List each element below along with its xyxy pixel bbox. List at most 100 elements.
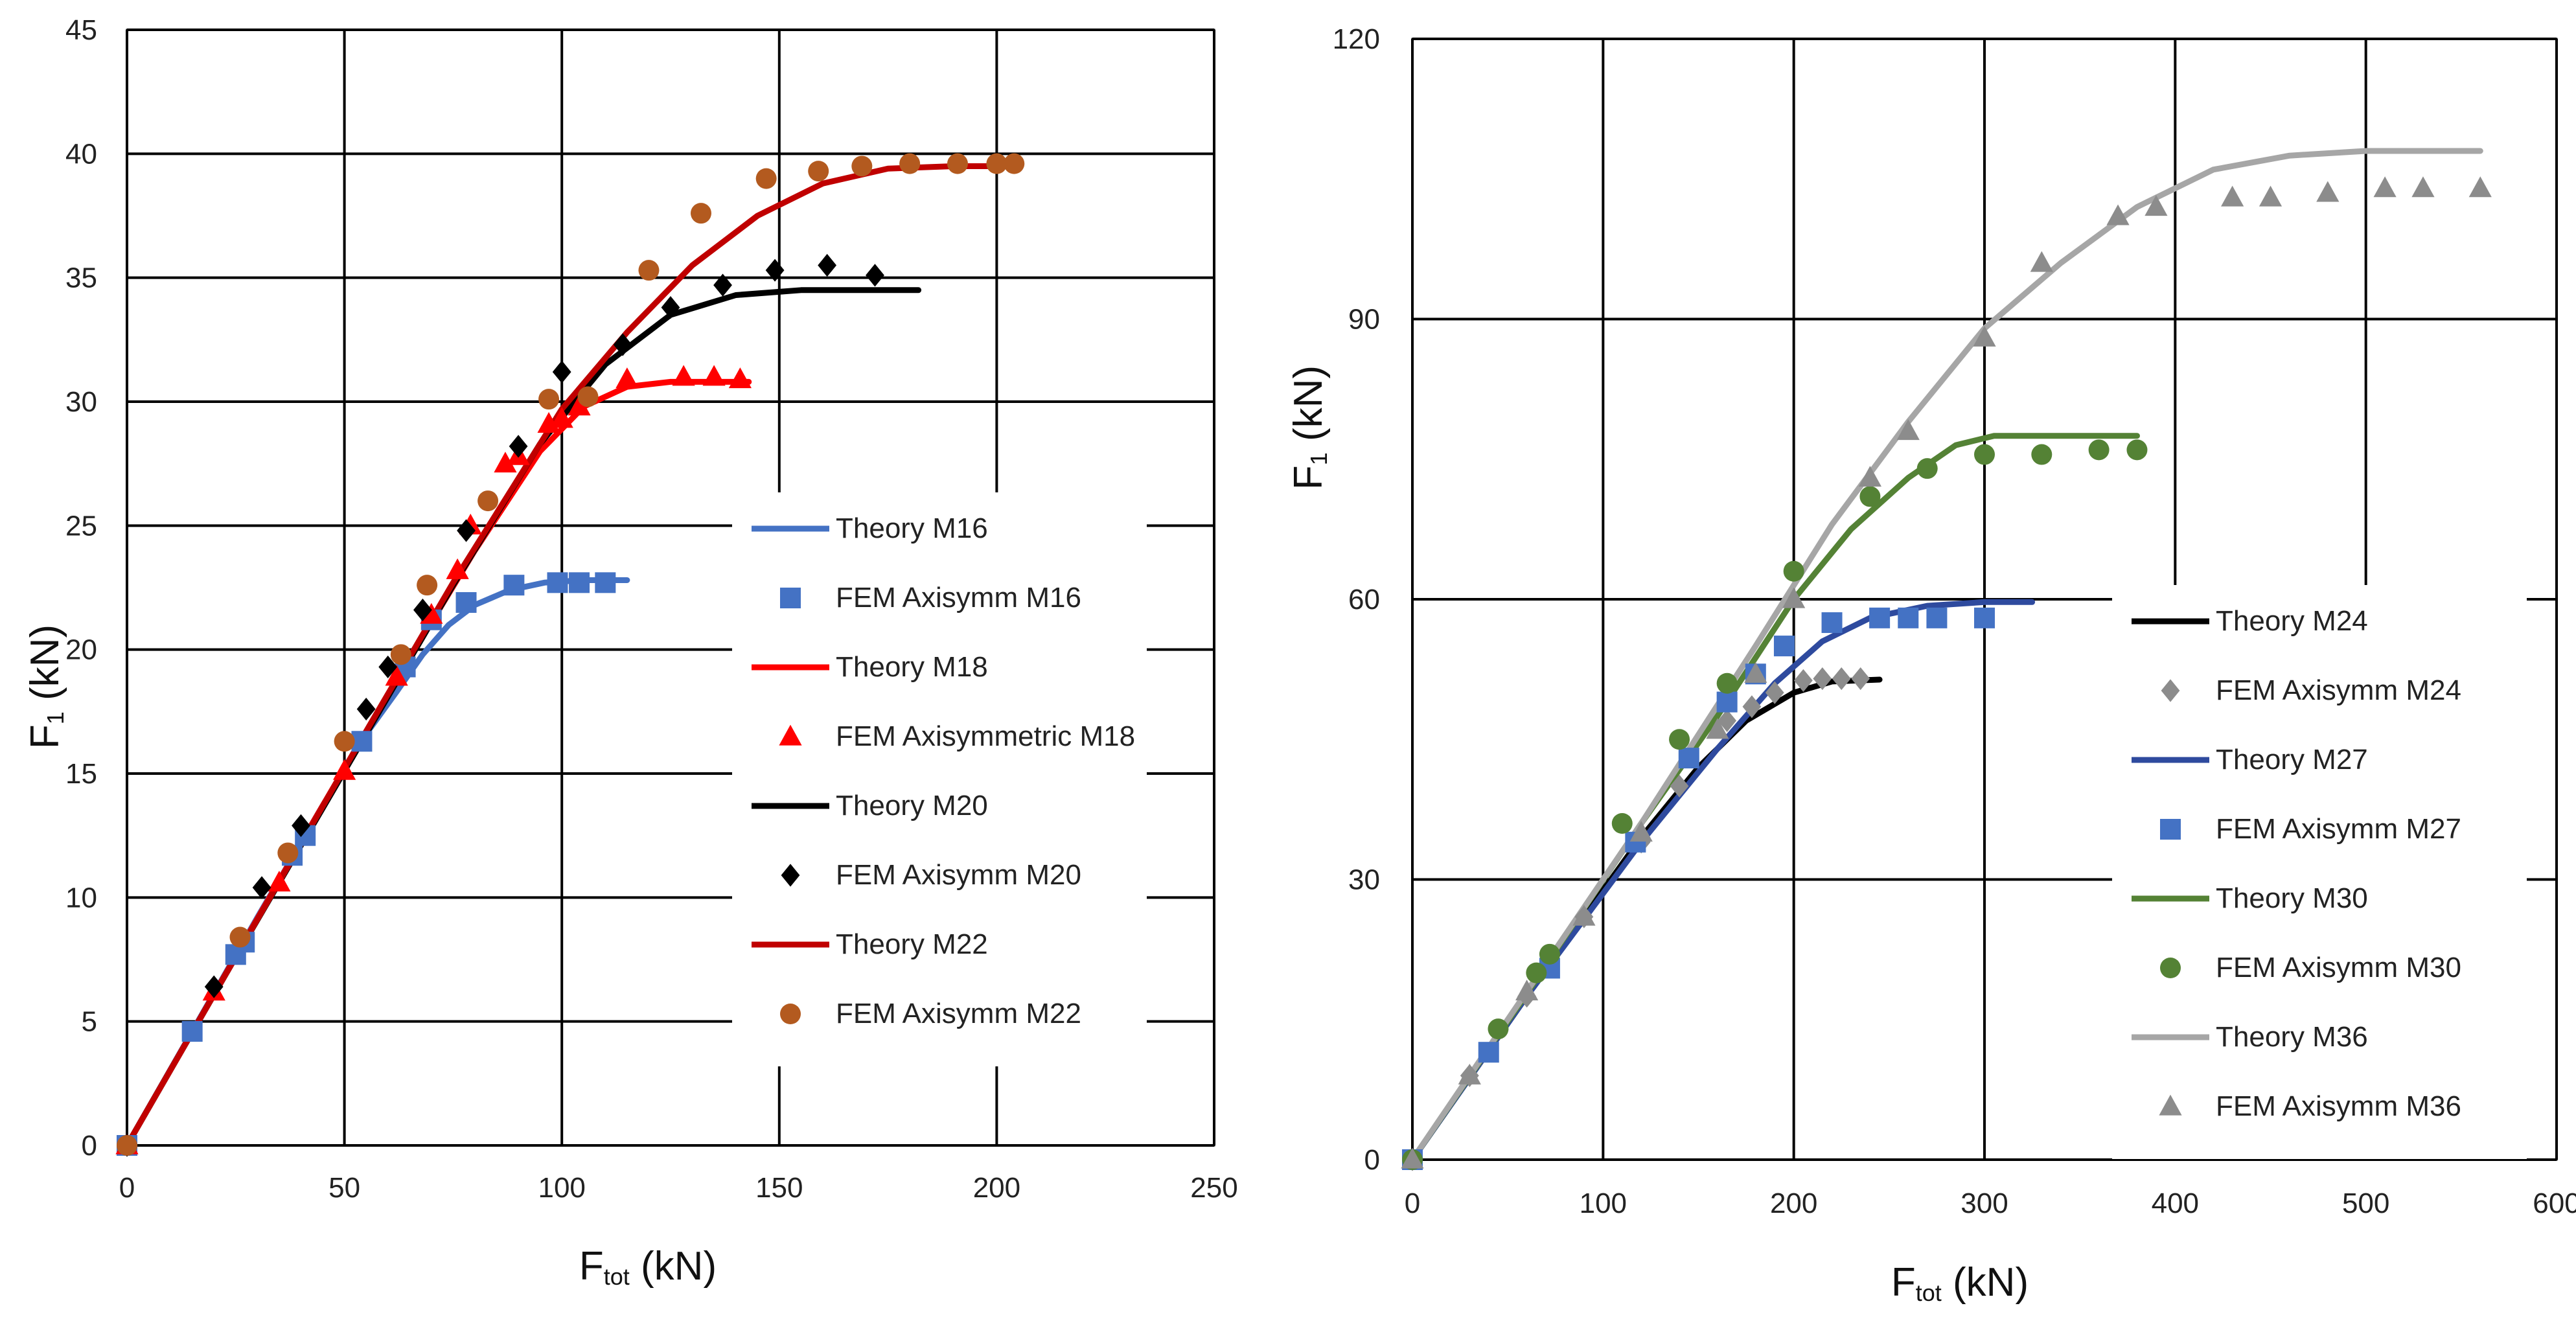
legend-background xyxy=(2112,585,2527,1159)
legend-swatch-fem-axisymm-m24 xyxy=(2161,679,2180,702)
data-point xyxy=(672,365,695,386)
data-point xyxy=(1706,718,1729,739)
legend-label: FEM Axisymmetric M18 xyxy=(836,720,1135,752)
data-point xyxy=(181,1020,203,1042)
x-axis-label-unit: (kN) xyxy=(1942,1260,2029,1305)
series-markers-fem-axisymm-m36 xyxy=(1401,176,2492,1169)
legend-label: FEM Axisymm M24 xyxy=(2216,674,2461,706)
data-point xyxy=(1974,444,1995,465)
y-axis-label: F1 (kN) xyxy=(1286,365,1332,490)
data-point xyxy=(446,558,469,579)
y-tick-label: 5 xyxy=(82,1006,97,1038)
data-point xyxy=(390,644,411,665)
x-axis-label: Ftot (kN) xyxy=(1891,1260,2029,1306)
data-point xyxy=(494,452,517,473)
data-point xyxy=(638,260,660,281)
plot-frame xyxy=(1411,38,2558,1161)
data-point xyxy=(1851,667,1870,691)
data-point xyxy=(550,407,573,428)
data-point xyxy=(2106,204,2130,225)
data-point xyxy=(1832,667,1851,691)
data-point xyxy=(1669,729,1690,750)
x-axis-label-sub: tot xyxy=(604,1263,630,1290)
legend-label: FEM Axisymm M27 xyxy=(2216,813,2461,845)
data-point xyxy=(292,814,310,837)
data-point xyxy=(1773,636,1795,657)
y-tick-label: 0 xyxy=(1364,1144,1380,1176)
legend-swatch-fem-axisymm-m20 xyxy=(781,864,800,887)
legend-label: FEM Axisymm M36 xyxy=(2216,1090,2461,1122)
data-point xyxy=(1526,962,1547,983)
data-point xyxy=(351,731,373,752)
data-point xyxy=(569,572,590,593)
legend-label: FEM Axisymm M22 xyxy=(836,998,1081,1029)
data-point xyxy=(661,295,680,319)
data-point xyxy=(277,842,299,864)
data-point xyxy=(2126,439,2148,461)
x-tick-label: 50 xyxy=(328,1172,360,1204)
legend-label: Theory M22 xyxy=(836,928,988,960)
y-tick-label: 25 xyxy=(65,510,97,542)
x-axis-label-unit: (kN) xyxy=(630,1244,717,1289)
x-tick-label: 200 xyxy=(1770,1188,1817,1219)
data-point xyxy=(615,367,639,389)
data-point xyxy=(1515,980,1539,1001)
data-point xyxy=(1916,458,1938,479)
data-point xyxy=(2411,176,2435,198)
data-point xyxy=(1783,560,1804,582)
y-tick-label: 20 xyxy=(65,634,97,666)
y-axis-label-sub: 1 xyxy=(42,711,69,724)
data-point xyxy=(117,1135,137,1156)
data-point xyxy=(713,273,732,297)
data-point xyxy=(851,155,873,177)
data-point xyxy=(1742,695,1762,718)
y-axis-label-main: F xyxy=(1286,465,1331,490)
x-tick-label: 0 xyxy=(1405,1188,1420,1219)
data-point xyxy=(1793,669,1813,693)
x-tick-label: 100 xyxy=(1580,1188,1627,1219)
y-tick-label: 60 xyxy=(1348,584,1380,615)
data-point xyxy=(2468,176,2492,198)
x-tick-label: 200 xyxy=(973,1172,1020,1204)
data-point xyxy=(378,655,398,679)
legend-swatch-fem-axisymm-m30 xyxy=(2160,958,2181,978)
data-point xyxy=(420,603,443,624)
data-point xyxy=(1821,612,1843,634)
data-point xyxy=(1401,1147,1424,1169)
legend-label: Theory M16 xyxy=(836,512,988,544)
data-point xyxy=(2030,251,2053,272)
data-point xyxy=(2088,439,2110,461)
data-point xyxy=(509,435,528,458)
data-point xyxy=(577,386,599,408)
data-point xyxy=(503,575,525,596)
data-point xyxy=(765,258,785,282)
legend-label: FEM Axisymm M20 xyxy=(836,859,1081,891)
data-point xyxy=(457,519,476,542)
data-point xyxy=(866,264,884,287)
legend-swatch-fem-axisymmetric-m18 xyxy=(779,724,802,746)
data-point xyxy=(385,665,408,686)
data-point xyxy=(1611,813,1633,834)
y-axis-label-unit: (kN) xyxy=(1286,365,1331,452)
data-point xyxy=(595,572,616,593)
data-point xyxy=(1813,667,1832,691)
plot-frame xyxy=(126,29,1215,1147)
data-point xyxy=(413,598,432,622)
series-markers-fem-axisymm-m22 xyxy=(117,153,1025,1156)
y-tick-label: 10 xyxy=(65,882,97,913)
series-line-theory-m22 xyxy=(127,163,1022,1149)
data-point xyxy=(1869,607,1891,628)
data-point xyxy=(1859,486,1881,507)
data-point xyxy=(1974,607,1995,628)
data-point xyxy=(1572,904,1596,926)
data-point xyxy=(356,697,376,721)
x-axis-label-main: F xyxy=(579,1244,604,1289)
data-point xyxy=(2316,181,2340,202)
data-point xyxy=(728,367,752,389)
data-point xyxy=(2031,444,2053,465)
x-axis-label: Ftot (kN) xyxy=(579,1244,717,1290)
y-tick-label: 30 xyxy=(65,386,97,418)
data-point xyxy=(808,161,829,182)
y-tick-label: 120 xyxy=(1333,23,1380,55)
